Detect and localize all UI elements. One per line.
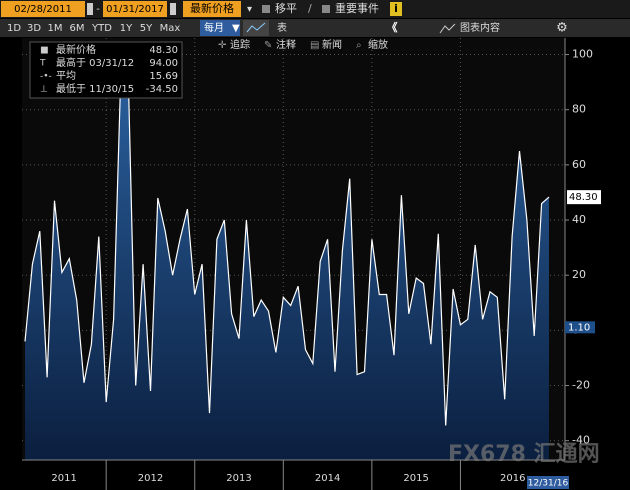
info-glyph: i	[394, 2, 398, 15]
end-date-tag	[527, 476, 569, 489]
table-button[interactable]: 表	[277, 21, 287, 34]
legend-marker: -•-	[40, 72, 52, 82]
field-box[interactable]	[183, 1, 241, 17]
y-tick-label: 80	[572, 103, 586, 116]
legend-marker: ⊥	[40, 85, 48, 95]
start-date[interactable]: 02/28/2011	[14, 4, 72, 15]
range-button[interactable]: 1D	[7, 23, 21, 34]
reference-label: 1.10	[568, 322, 590, 333]
last-value-label: 48.30	[569, 192, 598, 203]
sub-icon: ✛	[218, 40, 227, 51]
y-tick-label: 20	[572, 268, 586, 281]
date-box[interactable]	[1, 1, 85, 17]
watermark: FX678 汇通网	[448, 442, 600, 467]
legend-value: 48.30	[149, 45, 178, 56]
legend-label: 最高于 03/31/12	[56, 56, 134, 69]
range-button[interactable]: 6M	[70, 23, 85, 34]
legend-value: 15.69	[149, 71, 178, 82]
x-tick-label: 2013	[226, 473, 251, 484]
sub-button[interactable]: 新闻	[322, 38, 342, 51]
legend-label: 最低于 11/30/15	[56, 82, 134, 95]
contents-icon	[439, 23, 456, 34]
moving-average[interactable]: 移平	[275, 2, 297, 15]
legend-marker: T	[39, 59, 46, 69]
range-button[interactable]: Max	[160, 23, 181, 34]
x-tick-label: 2016	[500, 473, 525, 484]
date-box[interactable]	[103, 1, 167, 17]
calendar-icon[interactable]	[170, 3, 176, 15]
range-button[interactable]: YTD	[91, 23, 112, 34]
sub-button[interactable]: 缩放	[368, 38, 388, 51]
plot	[22, 38, 565, 460]
sub-icon: ▤	[310, 40, 319, 51]
y-tick-label: 40	[572, 213, 586, 226]
divider: /	[308, 2, 312, 15]
frequency-box[interactable]	[200, 20, 240, 36]
events[interactable]: 重要事件	[335, 1, 379, 15]
field[interactable]: 最新价格	[190, 1, 234, 15]
sub-icon: ⌕	[356, 40, 362, 51]
color-swatch	[322, 5, 330, 13]
legend-label: 平均	[56, 70, 76, 82]
collapse-button[interactable]: 《	[387, 21, 398, 34]
calendar-icon[interactable]	[87, 3, 93, 15]
legend-marker: ■	[40, 46, 49, 56]
legend-value: 94.00	[149, 58, 178, 69]
x-tick-label: 2015	[403, 473, 428, 484]
legend: ■ 最新价格 48.30 T 最高于 03/31/12 94.00 -•- 平均 15.69 ⊥ 最…	[39, 43, 178, 95]
dropdown-icon[interactable]: ▾	[247, 4, 252, 15]
chart-icon[interactable]	[243, 20, 269, 36]
y-tick-label: 60	[572, 158, 586, 171]
line	[24, 69, 550, 426]
chart-contents[interactable]: 图表内容	[460, 21, 500, 34]
sub-toolbar: ✛ 追踪 ✎ 注释 ▤ 新闻 ⌕ 缩放	[218, 38, 388, 51]
area	[25, 71, 549, 460]
range-button[interactable]: 5Y	[140, 23, 153, 34]
last-value-tag	[567, 190, 601, 205]
legend-label: 最新价格	[56, 43, 96, 56]
legend-value: -34.50	[146, 84, 178, 95]
range-toolbar	[0, 19, 630, 37]
color-swatch	[262, 5, 270, 13]
x-tick-label: 2012	[138, 473, 163, 484]
x-tick-label: 2014	[315, 473, 340, 484]
frequency[interactable]: 每月	[204, 21, 224, 34]
settings-icon[interactable]: ⚙	[556, 21, 568, 36]
sub-button[interactable]: 追踪	[230, 38, 250, 51]
dropdown-icon[interactable]: ▼	[232, 23, 240, 34]
x-tick-label: 2011	[51, 473, 76, 484]
y-tick-label: 100	[572, 48, 593, 61]
y-tick-label: -40	[572, 434, 590, 447]
sub-button[interactable]: 注释	[276, 38, 296, 51]
end-date-label: 12/31/16	[528, 479, 569, 489]
sub-icon: ✎	[264, 40, 272, 51]
y-tick-label: -20	[572, 379, 590, 392]
info-icon[interactable]	[390, 2, 402, 16]
range-button[interactable]: 3D	[27, 23, 41, 34]
range-button[interactable]: 1Y	[120, 23, 133, 34]
reference-tag	[565, 321, 595, 334]
chart-icon-glyph	[246, 22, 266, 33]
range-buttons: 1D 3D 1M 6M YTD 1Y 5Y Max	[7, 23, 180, 34]
end-date[interactable]: 01/31/2017	[106, 4, 164, 15]
date-separator: -	[96, 4, 100, 15]
toolbar	[0, 0, 630, 18]
range-button[interactable]: 1M	[48, 23, 63, 34]
legend-box	[29, 41, 183, 99]
